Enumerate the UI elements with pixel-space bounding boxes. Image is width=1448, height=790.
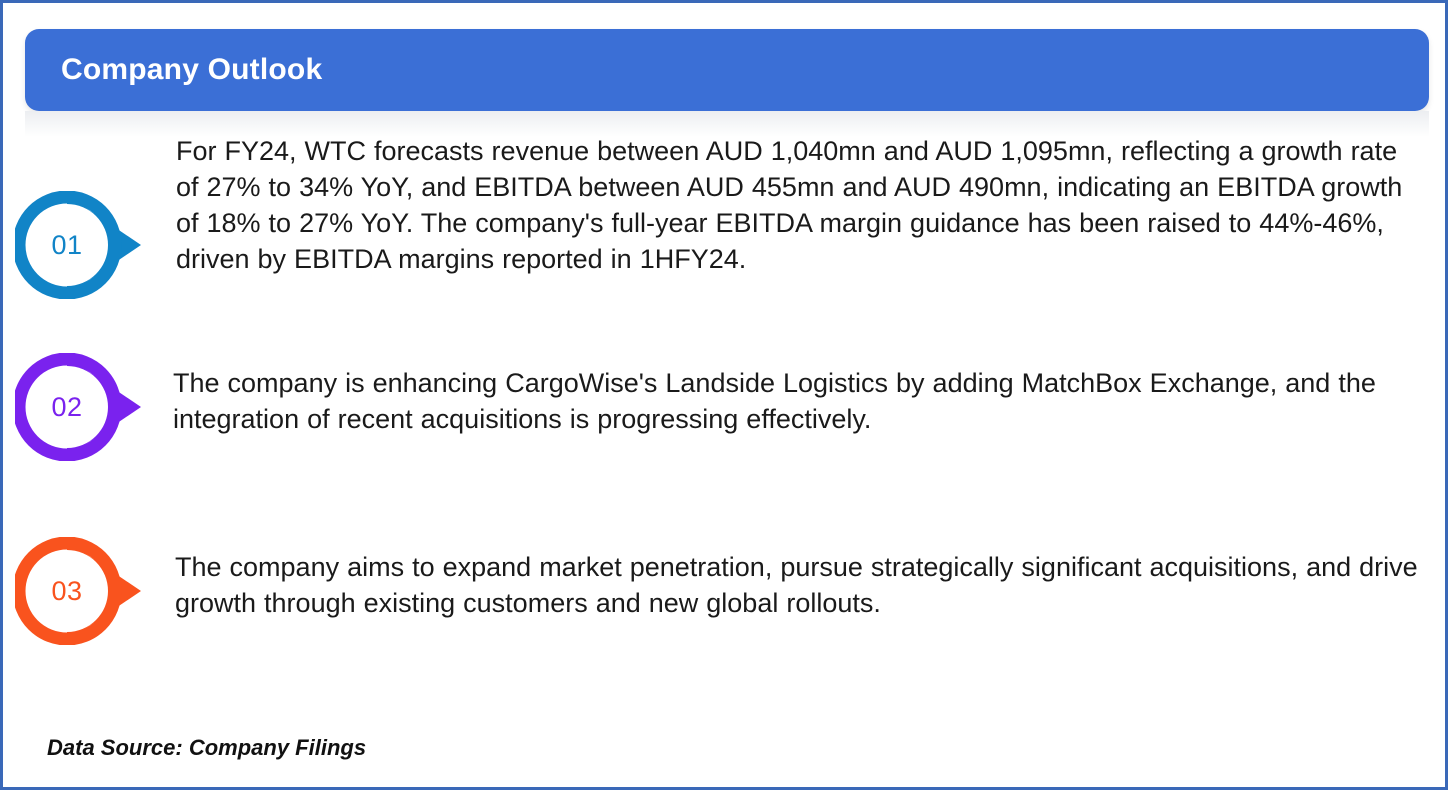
data-source-note: Data Source: Company Filings bbox=[47, 735, 367, 760]
list-item: 01 For FY24, WTC forecasts revenue betwe… bbox=[3, 136, 1448, 301]
point-text: The company aims to expand market penetr… bbox=[175, 552, 1418, 618]
point-number: 02 bbox=[51, 391, 83, 422]
point-text: For FY24, WTC forecasts revenue between … bbox=[176, 136, 1403, 274]
header-banner: Company Outlook bbox=[25, 29, 1429, 111]
point-number: 01 bbox=[51, 229, 83, 260]
point-text: The company is enhancing CargoWise's Lan… bbox=[173, 368, 1376, 434]
list-item: 03 The company aims to expand market pen… bbox=[3, 537, 1448, 647]
number-pin-icon: 01 bbox=[15, 191, 145, 299]
point-number: 03 bbox=[51, 575, 83, 606]
list-item: 02 The company is enhancing CargoWise's … bbox=[3, 353, 1448, 463]
page-title: Company Outlook bbox=[61, 53, 323, 86]
number-pin-icon: 03 bbox=[15, 537, 145, 645]
header-banner-background bbox=[25, 29, 1429, 111]
number-pin-icon: 02 bbox=[15, 353, 145, 461]
outlook-points-list: 01 For FY24, WTC forecasts revenue betwe… bbox=[3, 136, 1448, 647]
